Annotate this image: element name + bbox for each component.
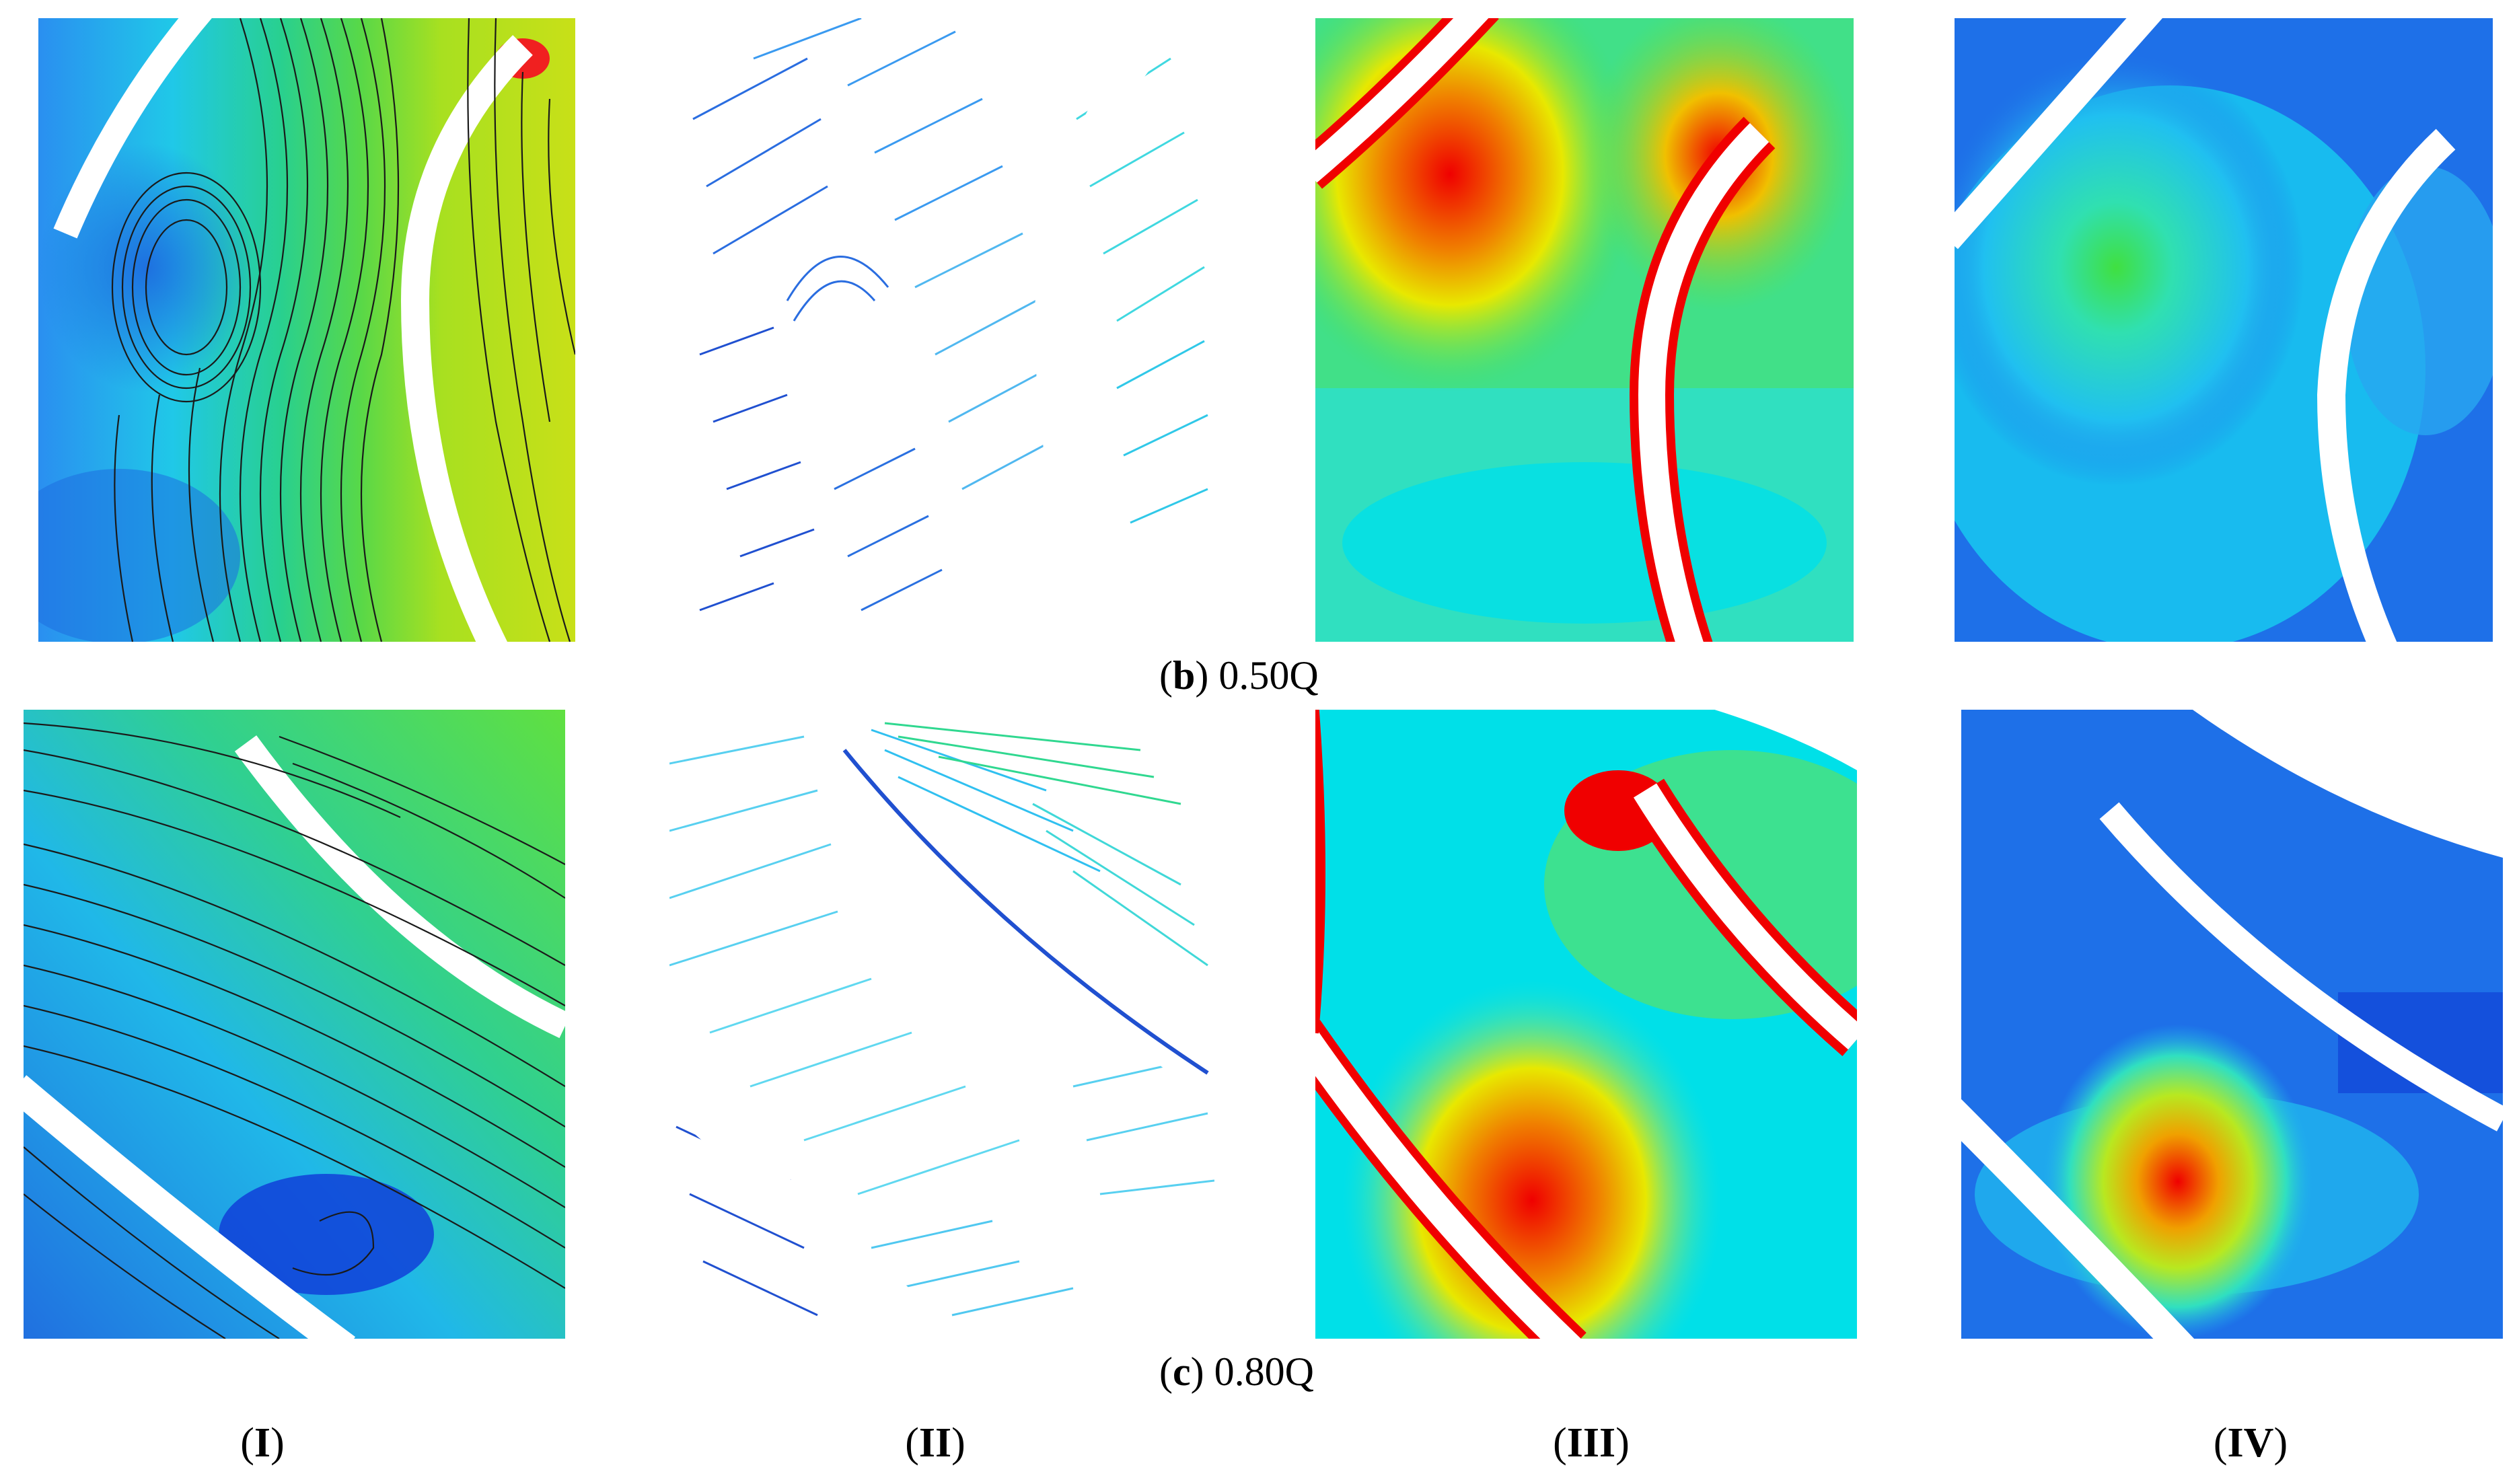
column-label-II: (II) <box>905 1420 965 1466</box>
vector-plot <box>673 18 1211 642</box>
blade <box>1633 783 1857 1050</box>
column-label-III: (III) <box>1553 1420 1630 1466</box>
blade <box>1034 35 1162 642</box>
column-label-IV: (IV) <box>2213 1420 2288 1466</box>
panel-b-I <box>38 18 575 642</box>
row-caption-c: (c) 0.80Q <box>1159 1349 1314 1394</box>
blade <box>1315 18 1489 183</box>
blade <box>24 1075 356 1339</box>
panel-c-IV <box>1961 710 2503 1339</box>
blade <box>2099 802 2503 1131</box>
blade <box>1955 18 2163 250</box>
blade <box>1638 122 1770 642</box>
blade <box>2317 128 2456 642</box>
panel-c-I <box>24 710 565 1339</box>
blade <box>53 18 212 239</box>
blade <box>1961 1099 2194 1339</box>
blade <box>400 35 533 642</box>
panel-b-III <box>1315 18 1854 642</box>
contour-plot <box>1315 18 1854 642</box>
column-label-I: (I) <box>240 1420 285 1466</box>
contour-streamline-plot <box>24 710 565 1339</box>
blade <box>669 1075 963 1339</box>
panel-b-II <box>673 18 1211 642</box>
contour-streamline-plot <box>38 18 575 642</box>
panel-c-II <box>669 710 1214 1339</box>
vector-plot <box>669 710 1214 1339</box>
blade <box>234 735 565 1039</box>
blade <box>1315 1027 1581 1339</box>
row-caption-b: (b) 0.50Q <box>1159 653 1319 698</box>
contour-plot <box>1315 710 1857 1339</box>
streamlines <box>111 18 575 642</box>
panel-c-III <box>1315 710 1857 1339</box>
panel-b-IV <box>1955 18 2493 642</box>
streamlines <box>24 722 565 1339</box>
velocity-vectors <box>669 722 1214 1316</box>
contour-plot <box>1955 18 2493 642</box>
contour-plot <box>1961 710 2503 1339</box>
